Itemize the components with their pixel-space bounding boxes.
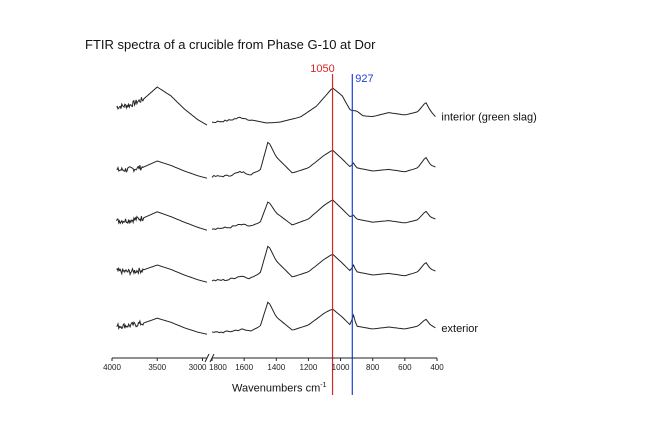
spectrum-line-5-low — [211, 301, 436, 334]
x-axis-label-text: Wavenumbers cm — [232, 382, 321, 395]
spectrum-line-4-low — [211, 245, 436, 282]
x-tick-label-1200: 1200 — [300, 363, 318, 372]
spectrum-line-1-low — [211, 87, 436, 124]
x-axis-label-superscript: -1 — [320, 382, 327, 389]
chart-title: FTIR spectra of a crucible from Phase G-… — [85, 37, 376, 52]
series-label-1: interior (green slag) — [441, 112, 536, 124]
x-tick-label-400: 400 — [430, 363, 444, 372]
spectrum-line-5-high — [116, 317, 208, 335]
spectrum-line-3-low — [211, 199, 436, 230]
x-tick-label-4000: 4000 — [103, 363, 121, 372]
x-tick-label-1800: 1800 — [209, 363, 227, 372]
spectrum-line-1-high — [116, 86, 208, 126]
x-tick-label-1000: 1000 — [332, 363, 350, 372]
axis-break-mark-1 — [204, 353, 210, 363]
spectrum-line-3-high — [116, 211, 208, 231]
x-axis-label: Wavenumbers cm-1 — [232, 382, 326, 395]
x-tick-label-1600: 1600 — [235, 363, 253, 372]
x-tick-label-3000: 3000 — [189, 363, 207, 372]
x-tick-label-1400: 1400 — [267, 363, 285, 372]
x-tick-label-3500: 3500 — [148, 363, 166, 372]
x-tick-label-800: 800 — [366, 363, 380, 372]
spectrum-line-2-low — [211, 141, 436, 178]
spectrum-line-4-high — [116, 264, 208, 283]
marker-label-927: 927 — [355, 73, 373, 85]
marker-label-1050: 1050 — [310, 63, 334, 75]
series-label-5: exterior — [441, 323, 478, 335]
spectrum-line-2-high — [116, 160, 208, 179]
x-tick-label-600: 600 — [398, 363, 412, 372]
